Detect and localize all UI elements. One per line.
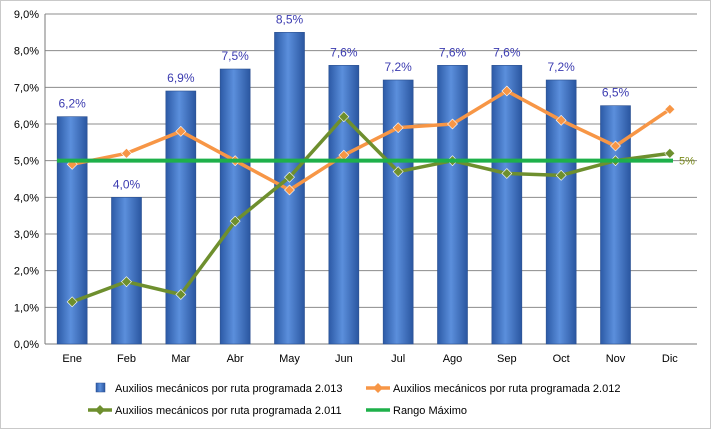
bar-data-label: 7,6%	[330, 45, 358, 59]
bar-data-label: 7,6%	[439, 45, 467, 59]
y-tick-label: 6,0%	[14, 119, 39, 131]
y-tick-label: 8,0%	[14, 46, 39, 58]
y-tick-label: 0,0%	[14, 339, 39, 351]
y-tick-label: 5,0%	[14, 156, 39, 168]
series-point	[664, 103, 676, 115]
series-point	[175, 125, 187, 137]
x-tick-label: Jul	[391, 353, 405, 365]
series-point	[338, 111, 350, 123]
legend-swatch	[95, 382, 106, 393]
bar	[491, 65, 523, 345]
bar-data-label: 7,5%	[221, 49, 249, 63]
series-point	[121, 147, 132, 159]
x-tick-label: Nov	[606, 353, 626, 365]
series-point	[447, 118, 458, 130]
y-tick-label: 3,0%	[14, 229, 39, 241]
x-tick-label: Oct	[553, 353, 570, 365]
y-tick-label: 2,0%	[14, 266, 39, 278]
bar-data-label: 6,2%	[58, 97, 86, 111]
y-tick-label: 1,0%	[14, 302, 39, 314]
legend: Auxilios mecánicos por ruta programada 2…	[88, 382, 620, 417]
legend-marker	[95, 405, 105, 415]
x-tick-label: Abr	[227, 353, 244, 365]
series-point	[392, 122, 404, 134]
x-tick-label: Feb	[117, 353, 136, 365]
x-tick-label: Ene	[62, 353, 82, 365]
y-tick-label: 4,0%	[14, 192, 39, 204]
x-tick-label: Sep	[497, 353, 517, 365]
legend-label: Auxilios mecánicos por ruta programada 2…	[115, 405, 342, 417]
line-series	[57, 85, 676, 308]
x-tick-label: Mar	[171, 353, 190, 365]
series-point	[175, 289, 187, 300]
series-point	[501, 168, 513, 179]
series-point	[610, 140, 621, 152]
reference-label: 5%	[679, 156, 695, 168]
legend-marker	[373, 383, 383, 393]
axes: 0,0% 1,0% 2,0% 3,0% 4,0% 5,0% 6,0% 7,0% 8,0% 9,0%…	[14, 9, 697, 365]
bar	[219, 68, 251, 345]
legend-label: Rango Máximo	[393, 405, 467, 417]
y-tick-label: 9,0%	[14, 9, 39, 21]
x-tick-label: Dic	[662, 353, 678, 365]
bar-data-label: 6,5%	[602, 86, 630, 100]
bar-data-label: 6,9%	[167, 71, 195, 85]
legend-label: Auxilios mecánicos por ruta programada 2…	[115, 383, 342, 395]
bar-data-label: 7,6%	[493, 45, 521, 59]
series-point	[501, 85, 513, 97]
series-point	[284, 184, 295, 196]
bar-data-label: 8,5%	[276, 12, 304, 26]
bar-data-label: 7,2%	[547, 60, 575, 74]
bar-data-label: 7,2%	[384, 60, 412, 74]
bar-data-label: 4,0%	[113, 177, 141, 191]
series-line	[71, 114, 671, 304]
legend-label: Auxilios mecánicos por ruta programada 2…	[393, 383, 620, 395]
series-point	[555, 114, 567, 126]
x-tick-label: May	[279, 353, 300, 365]
y-tick-label: 7,0%	[14, 82, 39, 94]
bar	[274, 32, 305, 345]
series-point	[664, 147, 676, 159]
bar	[437, 65, 468, 345]
series-point	[555, 169, 567, 181]
x-tick-label: Jun	[335, 353, 353, 365]
x-tick-label: Ago	[443, 353, 463, 365]
series-point	[229, 215, 241, 227]
bar	[111, 197, 142, 345]
data-labels: 6,2% 4,0% 6,9% 7,5% 8,5% 7,6% 7,2% 7,6% 7,6% 7,2%…	[58, 12, 695, 191]
series-line	[71, 89, 671, 192]
series-point	[121, 276, 132, 288]
series-point	[392, 166, 404, 178]
series-point	[66, 296, 78, 308]
series-point	[284, 171, 295, 183]
